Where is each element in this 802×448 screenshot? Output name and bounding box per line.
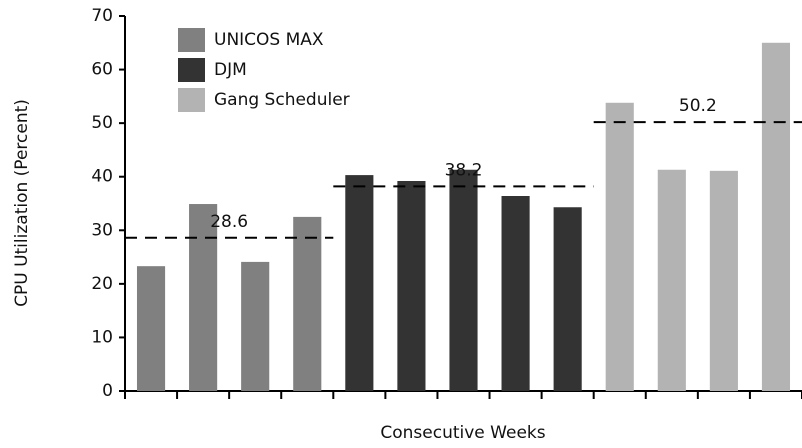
y-tick-label: 10 bbox=[91, 327, 113, 347]
legend-swatch bbox=[178, 88, 205, 112]
bar bbox=[293, 216, 322, 391]
y-tick-label: 30 bbox=[91, 220, 113, 240]
y-tick-label: 20 bbox=[91, 274, 113, 294]
average-label: 38.2 bbox=[445, 160, 483, 180]
bar bbox=[241, 261, 270, 391]
y-tick-label: 70 bbox=[91, 6, 113, 26]
y-tick-label: 0 bbox=[102, 381, 113, 401]
bar bbox=[605, 102, 634, 392]
legend-swatch bbox=[178, 28, 205, 52]
y-axis-label: CPU Utilization (Percent) bbox=[12, 99, 32, 307]
x-axis-label: Consecutive Weeks bbox=[380, 423, 545, 443]
legend-label: DJM bbox=[214, 60, 247, 80]
bar bbox=[501, 196, 530, 391]
bar bbox=[449, 169, 478, 391]
bar bbox=[189, 204, 218, 391]
bar bbox=[397, 181, 426, 391]
bar bbox=[761, 42, 791, 392]
legend-label: UNICOS MAX bbox=[214, 30, 324, 50]
bar bbox=[553, 207, 582, 391]
y-tick-label: 50 bbox=[91, 113, 113, 133]
average-label: 50.2 bbox=[679, 96, 717, 116]
average-label: 28.6 bbox=[210, 212, 248, 232]
y-tick-label: 40 bbox=[91, 167, 113, 187]
bar bbox=[657, 169, 686, 391]
bar bbox=[345, 175, 374, 391]
legend-swatch bbox=[178, 58, 205, 82]
bar bbox=[709, 170, 738, 391]
y-tick-label: 60 bbox=[91, 60, 113, 80]
legend-label: Gang Scheduler bbox=[214, 90, 350, 110]
bar bbox=[136, 266, 166, 391]
